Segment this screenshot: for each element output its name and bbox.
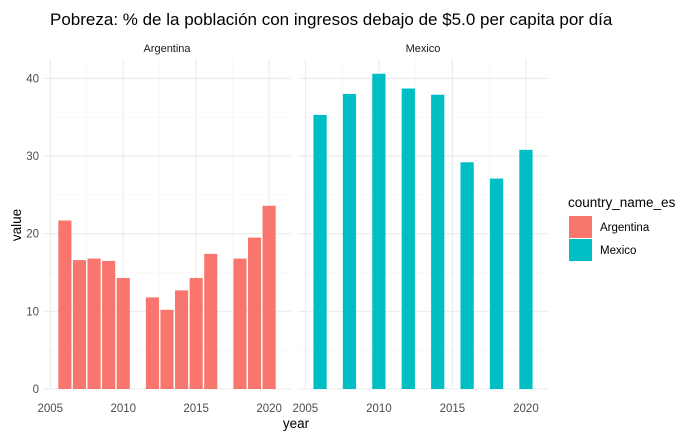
legend-label-argentina: Argentina (600, 222, 650, 234)
legend-title: country_name_es (568, 195, 676, 210)
bar (189, 277, 203, 389)
bar (160, 309, 174, 389)
bar (87, 258, 101, 389)
y-tick-label: 0 (33, 384, 39, 396)
legend-key-argentina (569, 216, 592, 238)
bar (175, 290, 189, 389)
bar (204, 253, 218, 389)
bar (401, 88, 415, 389)
bar (519, 149, 533, 389)
bar (102, 260, 116, 389)
x-tick-label: 2020 (256, 403, 282, 415)
bar (145, 297, 159, 389)
y-axis-title: value (9, 209, 24, 241)
x-tick-label: 2010 (110, 403, 136, 415)
bar (58, 220, 72, 389)
chart-title: Pobreza: % de la población con ingresos … (50, 10, 613, 29)
legend-key-mexico (569, 239, 592, 261)
x-tick-label: 2005 (293, 403, 319, 415)
facet-argentina: Argentina 2005 2010 2015 2020 0 10 20 30 40 (26, 43, 291, 415)
bar (313, 114, 327, 389)
y-tick-label: 20 (26, 229, 39, 241)
y-tick-label: 10 (26, 306, 39, 318)
bar (247, 237, 262, 389)
facet-mexico: Mexico 2005 2010 2015 2020 (293, 43, 548, 415)
y-tick-label: 40 (26, 73, 39, 85)
facet-strip-label: Mexico (406, 43, 441, 55)
bar (116, 277, 130, 389)
x-tick-label: 2015 (440, 403, 466, 415)
bar (342, 93, 357, 390)
bar (460, 162, 474, 389)
x-axis-title: year (283, 416, 310, 431)
bar (372, 73, 386, 390)
bar (233, 258, 247, 389)
bar (431, 94, 445, 389)
legend-label-mexico: Mexico (600, 245, 636, 257)
facet-strip-label: Argentina (143, 43, 191, 55)
x-tick-label: 2015 (183, 403, 209, 415)
bar (489, 178, 504, 389)
y-tick-label: 30 (26, 151, 39, 163)
x-tick-label: 2020 (513, 403, 539, 415)
legend: country_name_es Argentina Mexico (568, 195, 676, 261)
bar (262, 205, 276, 389)
x-tick-label: 2005 (37, 403, 63, 415)
bar (72, 260, 87, 389)
x-tick-label: 2010 (366, 403, 392, 415)
facet-panels: Argentina 2005 2010 2015 2020 0 10 20 30 40 Mexico… (26, 43, 548, 415)
